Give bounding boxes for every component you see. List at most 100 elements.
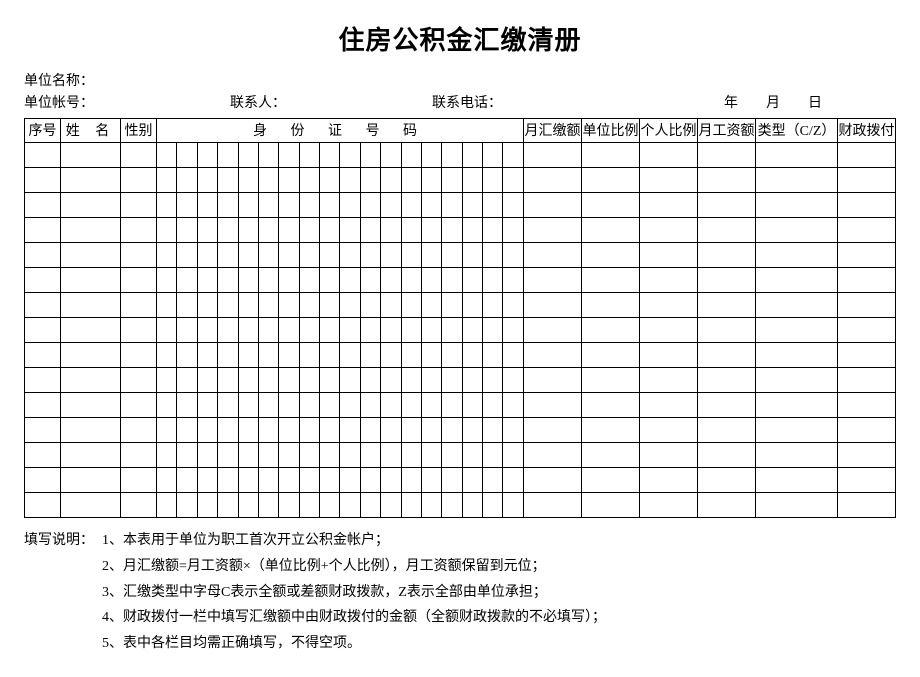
table-cell xyxy=(279,492,299,517)
table-cell xyxy=(462,342,482,367)
table-cell xyxy=(524,392,582,417)
table-cell xyxy=(197,217,217,242)
table-cell xyxy=(503,467,524,492)
table-cell xyxy=(121,242,157,267)
table-cell xyxy=(299,142,319,167)
table-cell xyxy=(25,292,61,317)
table-cell xyxy=(698,267,756,292)
table-cell xyxy=(756,217,838,242)
col-header-sex: 性别 xyxy=(121,118,157,142)
col-header-unit-ratio: 单位比例 xyxy=(582,118,640,142)
table-cell xyxy=(299,192,319,217)
table-row xyxy=(25,317,896,342)
table-cell xyxy=(503,192,524,217)
table-cell xyxy=(401,192,421,217)
table-cell xyxy=(756,342,838,367)
table-cell xyxy=(582,242,640,267)
table-cell xyxy=(462,267,482,292)
table-cell xyxy=(582,317,640,342)
meta-row-1: 单位名称： xyxy=(24,71,896,93)
table-cell xyxy=(320,242,340,267)
table-cell xyxy=(121,492,157,517)
table-cell xyxy=(25,442,61,467)
col-header-name: 姓 名 xyxy=(61,118,121,142)
table-cell xyxy=(442,417,462,442)
table-cell xyxy=(279,417,299,442)
table-cell xyxy=(258,217,278,242)
table-cell xyxy=(121,317,157,342)
table-cell xyxy=(381,367,401,392)
table-cell xyxy=(197,142,217,167)
table-cell xyxy=(279,242,299,267)
table-cell xyxy=(177,367,197,392)
table-cell xyxy=(238,242,258,267)
table-cell xyxy=(421,167,441,192)
table-cell xyxy=(218,267,238,292)
table-cell xyxy=(381,167,401,192)
col-header-finance: 财政拨付 xyxy=(838,118,896,142)
table-cell xyxy=(238,167,258,192)
table-cell xyxy=(640,467,698,492)
table-cell xyxy=(238,367,258,392)
table-cell xyxy=(360,392,380,417)
table-cell xyxy=(258,167,278,192)
table-cell xyxy=(698,492,756,517)
page-title: 住房公积金汇缴清册 xyxy=(24,20,896,57)
table-cell xyxy=(483,417,503,442)
table-cell xyxy=(340,367,360,392)
table-cell xyxy=(462,467,482,492)
table-cell xyxy=(503,442,524,467)
table-cell xyxy=(279,167,299,192)
table-cell xyxy=(121,217,157,242)
table-cell xyxy=(61,492,121,517)
table-cell xyxy=(218,167,238,192)
table-cell xyxy=(401,292,421,317)
table-cell xyxy=(524,292,582,317)
table-cell xyxy=(401,267,421,292)
table-cell xyxy=(258,467,278,492)
table-cell xyxy=(218,442,238,467)
table-cell xyxy=(299,342,319,367)
col-header-person-ratio: 个人比例 xyxy=(640,118,698,142)
table-cell xyxy=(121,192,157,217)
table-cell xyxy=(462,192,482,217)
table-cell xyxy=(238,142,258,167)
note-item: 2、月汇缴额=月工资额×（单位比例+个人比例），月工资额保留到元位； xyxy=(102,554,896,580)
table-cell xyxy=(462,167,482,192)
phone-label: 联系电话： xyxy=(432,93,696,115)
table-cell xyxy=(381,267,401,292)
table-cell xyxy=(258,492,278,517)
table-cell xyxy=(483,492,503,517)
day-label: 日 xyxy=(808,93,822,115)
table-cell xyxy=(524,142,582,167)
table-cell xyxy=(218,342,238,367)
note-item: 5、表中各栏目均需正确填写，不得空项。 xyxy=(102,631,896,657)
table-cell xyxy=(360,367,380,392)
table-cell xyxy=(401,142,421,167)
table-cell xyxy=(25,142,61,167)
table-cell xyxy=(462,317,482,342)
table-cell xyxy=(582,342,640,367)
note-item: 3、汇缴类型中字母C表示全额或差额财政拨款，Z表示全部由单位承担； xyxy=(102,580,896,606)
table-cell xyxy=(381,392,401,417)
table-cell xyxy=(121,467,157,492)
table-cell xyxy=(238,342,258,367)
table-cell xyxy=(838,167,896,192)
table-cell xyxy=(838,217,896,242)
table-cell xyxy=(503,242,524,267)
table-cell xyxy=(121,167,157,192)
table-cell xyxy=(503,492,524,517)
table-cell xyxy=(421,342,441,367)
table-cell xyxy=(258,317,278,342)
table-cell xyxy=(421,292,441,317)
table-cell xyxy=(524,467,582,492)
table-cell xyxy=(838,242,896,267)
table-cell xyxy=(340,417,360,442)
table-cell xyxy=(640,417,698,442)
table-cell xyxy=(61,192,121,217)
table-cell xyxy=(381,492,401,517)
table-cell xyxy=(340,167,360,192)
table-cell xyxy=(177,442,197,467)
table-cell xyxy=(442,217,462,242)
table-cell xyxy=(218,192,238,217)
